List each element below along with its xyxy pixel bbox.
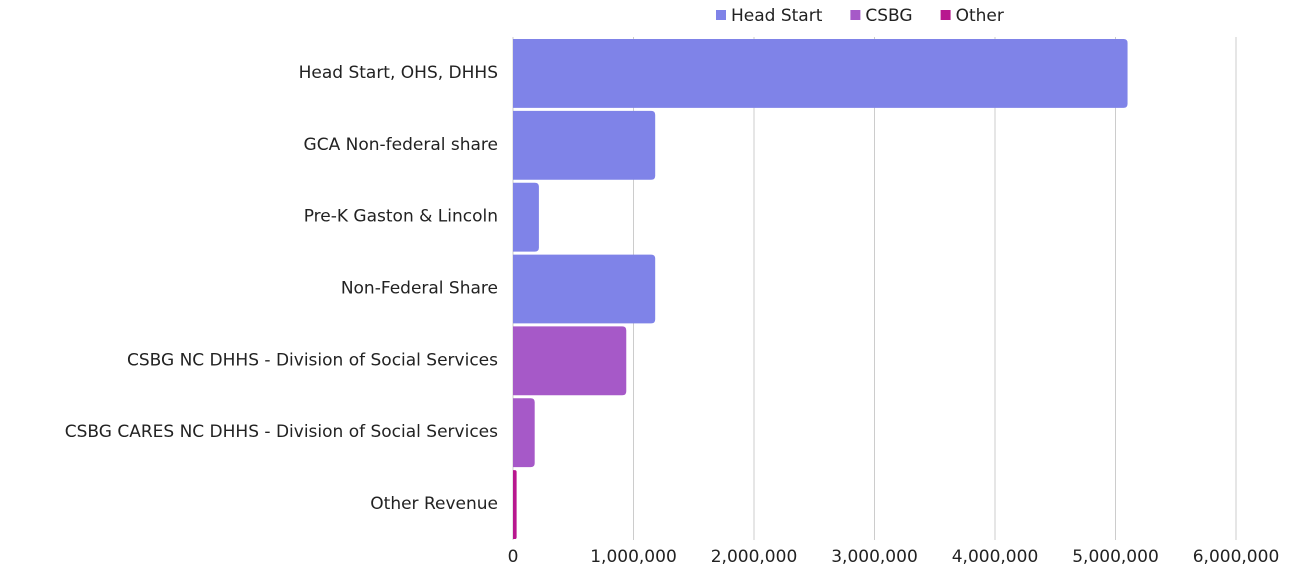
y-tick-label: CSBG NC DHHS - Division of Social Servic… [127, 350, 498, 370]
bar [513, 326, 627, 396]
y-tick-label: Other Revenue [370, 494, 498, 514]
bar [513, 470, 517, 539]
x-tick-label: 6,000,000 [1193, 547, 1280, 567]
legend-label: Head Start [731, 6, 823, 26]
y-tick-label: GCA Non-federal share [304, 135, 498, 155]
legend-swatch [716, 10, 726, 20]
y-tick-label: CSBG CARES NC DHHS - Division of Social … [65, 422, 498, 442]
bar [513, 110, 656, 180]
x-tick-label: 1,000,000 [590, 547, 677, 567]
y-tick-label: Head Start, OHS, DHHS [299, 63, 498, 83]
legend-label: CSBG [865, 6, 912, 26]
legend-swatch [850, 10, 861, 20]
bar [513, 254, 656, 324]
x-tick-label: 2,000,000 [711, 547, 798, 567]
y-tick-label: Non-Federal Share [341, 279, 498, 299]
x-tick-label: 4,000,000 [952, 547, 1039, 567]
legend-swatch [940, 10, 951, 20]
x-tick-label: 5,000,000 [1072, 547, 1159, 567]
bar [513, 182, 539, 252]
bar [513, 39, 1128, 108]
bar [513, 398, 535, 468]
y-tick-label: Pre-K Gaston & Lincoln [304, 207, 498, 227]
x-tick-label: 0 [508, 547, 519, 567]
legend-label: Other [956, 6, 1004, 26]
x-tick-label: 3,000,000 [831, 547, 918, 567]
